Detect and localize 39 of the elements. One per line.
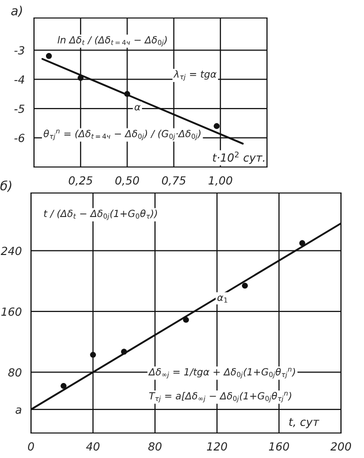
point [46,53,52,59]
y-tick-label: -5 [14,104,24,113]
x-tick-label: 160 [268,442,290,451]
x-tick-label: 0,50 [115,176,140,186]
y-tick-label: 160 [1,307,22,316]
y-tick-label: a [16,407,22,414]
point [242,282,248,289]
text: Δδ$_{∞j}$ = 1/tgα + Δδ$_{0j}$(1+G$_{0j}$θ$_{τj}$$^{n}$) [148,368,296,378]
text: T$_{τj}$ = a[Δδ$_{∞j}$ − Δδ$_{0j}$(1+G$_{0j}$θ$_{τj}$$^{n}$) [149,392,292,402]
y-tick-label: 240 [0,246,22,256]
point [183,316,189,323]
x-tick-label: 120 [206,442,228,451]
x-tick-label: 0 [28,442,34,451]
y-tick-label: -3 [14,46,24,55]
y-tick-label: -4 [14,75,24,84]
point [121,348,127,355]
text: θ$_{τj}$$^{n}$ = (Δδ$_{t=4ч}$ − Δδ$_{0j}$) / (G$_{0j}$·Δδ$_{0j}$) [44,130,200,140]
x-tick-label: 40 [86,442,100,451]
annotation: λ$_{τj}$ = tgα [173,70,216,81]
annotation: α [134,104,140,110]
x-axis-title: t·10$^{2}$ сут. [212,152,264,164]
point [124,91,130,97]
point [299,240,306,246]
y-tick-label: -6 [14,134,24,142]
point [90,352,96,358]
x-axis-title: t, сут [289,418,320,428]
annotation: α$_{1}$ [217,295,228,303]
chart-title: а) [11,6,22,17]
x-tick-label: 0,25 [68,176,92,186]
text: t / (Δδ$_{t}$ − Δδ$_{0j}$(1+G$_{0}$θ$_{τ}$)) [44,210,157,220]
y-tick-label: 80 [8,368,22,377]
x-tick-label: 1,00 [208,176,232,186]
x-tick-label: 0,75 [162,176,186,186]
point [60,382,66,389]
annotation: ln Δδ$_{t}$ / (Δδ$_{t=4ч}$ − Δδ$_{0j}$) [58,36,167,46]
point [214,123,220,130]
chart-title: б) [0,180,12,192]
x-tick-label: 200 [330,442,352,451]
x-tick-label: 80 [148,442,162,451]
